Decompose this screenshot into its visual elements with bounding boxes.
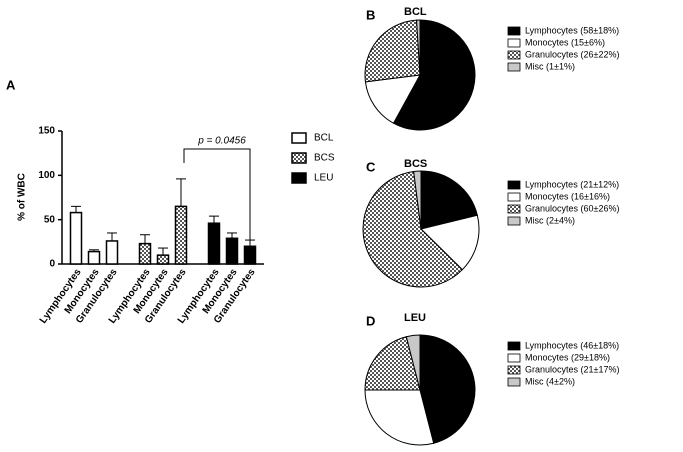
legend-label: Granulocytes (21±17%) bbox=[525, 364, 619, 374]
legend-label: Monocytes (15±6%) bbox=[525, 37, 605, 47]
bar bbox=[105, 240, 119, 265]
legend-swatch bbox=[507, 365, 521, 375]
legend-label: BCL bbox=[314, 133, 334, 144]
legend-swatch bbox=[507, 216, 521, 226]
legend-label: Misc (4±2%) bbox=[525, 376, 575, 386]
annotation: p = 0.0456 bbox=[197, 136, 246, 147]
legend-swatch bbox=[507, 341, 521, 351]
legend-label: Granulocytes (26±22%) bbox=[525, 49, 619, 59]
bar bbox=[87, 250, 101, 265]
pie-slice bbox=[419, 334, 476, 444]
legend-swatch bbox=[507, 26, 521, 36]
pie-title: LEU bbox=[404, 312, 426, 324]
pie-slice bbox=[420, 170, 478, 230]
pie-slice bbox=[364, 19, 421, 83]
y-axis-label: % of WBC bbox=[17, 173, 28, 221]
legend-label: Lymphocytes (21±12%) bbox=[525, 179, 619, 189]
legend-swatch bbox=[507, 62, 521, 72]
legend-swatch bbox=[291, 152, 307, 164]
pie-slice bbox=[392, 19, 476, 131]
pie-slice bbox=[420, 214, 480, 271]
panel-letter: A bbox=[6, 77, 16, 92]
pie-slice bbox=[416, 19, 421, 76]
panel-letter: D bbox=[366, 313, 375, 328]
significance-bracket bbox=[183, 148, 251, 257]
legend-swatch bbox=[291, 172, 307, 184]
legend-label: Granulocytes (60±26%) bbox=[525, 203, 619, 213]
legend-swatch bbox=[291, 132, 307, 144]
pie-title: BCS bbox=[404, 158, 427, 170]
legend-swatch bbox=[507, 50, 521, 60]
pie-slice bbox=[362, 170, 464, 288]
legend-swatch bbox=[507, 353, 521, 363]
bar bbox=[69, 211, 83, 265]
pie-title: BCL bbox=[404, 6, 427, 18]
bar bbox=[207, 222, 221, 265]
legend-swatch bbox=[507, 204, 521, 214]
legend-label: Monocytes (16±16%) bbox=[525, 191, 610, 201]
legend-label: Lymphocytes (46±18%) bbox=[525, 340, 619, 350]
legend-swatch bbox=[507, 180, 521, 190]
legend-swatch bbox=[507, 38, 521, 48]
pie-slice bbox=[405, 334, 421, 391]
y-tick-label: 100 bbox=[38, 170, 55, 181]
legend-label: BCS bbox=[314, 153, 335, 164]
legend-label: Misc (2±4%) bbox=[525, 215, 575, 225]
legend-label: Lymphocytes (58±18%) bbox=[525, 25, 619, 35]
bar bbox=[156, 254, 170, 265]
legend-label: LEU bbox=[314, 173, 333, 184]
panel-letter: C bbox=[366, 159, 376, 174]
bar bbox=[225, 237, 239, 265]
pie-slice bbox=[413, 170, 422, 230]
pie-slice bbox=[364, 74, 421, 124]
bar bbox=[174, 205, 188, 265]
pie-slice bbox=[364, 389, 435, 446]
y-tick-label: 150 bbox=[38, 126, 55, 137]
y-tick-label: 0 bbox=[49, 259, 55, 270]
legend-label: Monocytes (29±18%) bbox=[525, 352, 610, 362]
legend-swatch bbox=[507, 192, 521, 202]
legend-swatch bbox=[507, 377, 521, 387]
legend-label: Misc (1±1%) bbox=[525, 61, 575, 71]
bar bbox=[138, 242, 152, 265]
y-tick-label: 50 bbox=[44, 214, 56, 225]
pie-slice bbox=[364, 336, 421, 391]
panel-letter: B bbox=[366, 7, 375, 22]
